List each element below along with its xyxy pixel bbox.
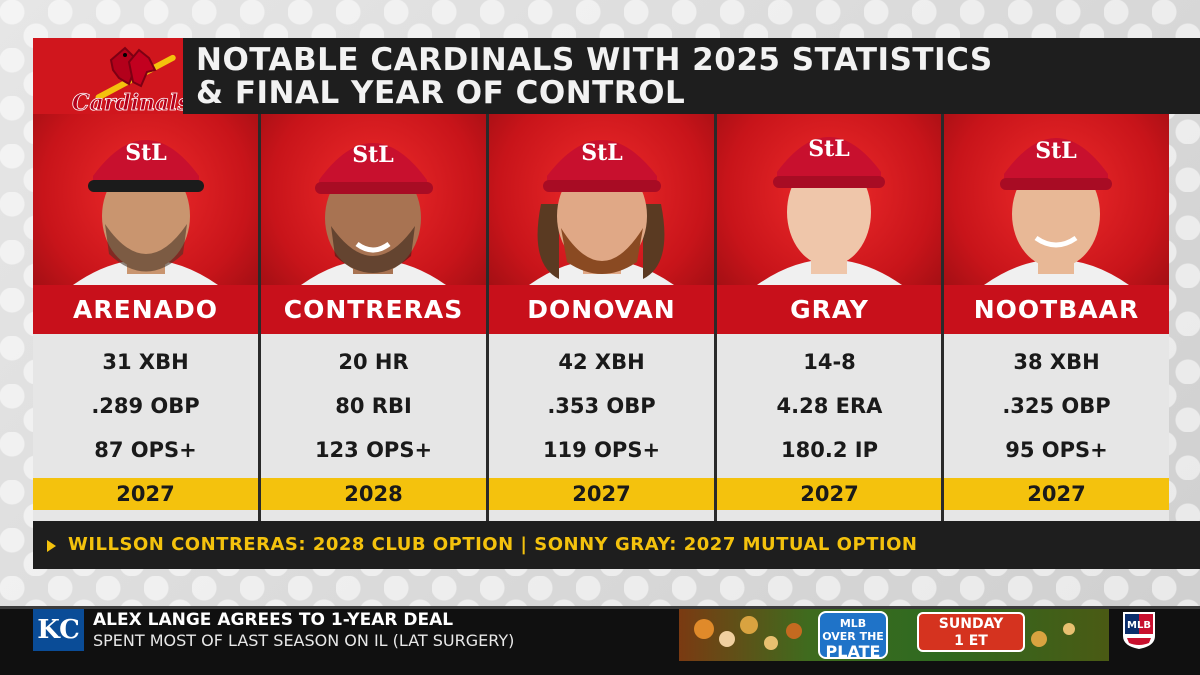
- svg-text:StL: StL: [808, 136, 850, 162]
- promo-day: SUNDAY: [938, 616, 1004, 632]
- player-stat: 20 HR: [338, 350, 409, 374]
- cardinals-logo: Cardinals: [33, 38, 183, 116]
- svg-text:StL: StL: [581, 140, 623, 166]
- player-card-nootbaar: StL NOOTBAAR 38 XBH .325 OBP 95 OPS+ 202…: [944, 114, 1169, 521]
- player-stat: 38 XBH: [1013, 350, 1100, 374]
- player-photo: StL: [489, 114, 714, 285]
- promo-time-badge: SUNDAY 1 ET: [917, 612, 1025, 652]
- card-divider: [486, 114, 489, 521]
- player-photo: StL: [717, 114, 942, 285]
- note-bar: [33, 521, 1200, 569]
- final-year-of-control: 2027: [33, 478, 258, 510]
- svg-text:StL: StL: [352, 142, 394, 168]
- player-stat: 4.28 ERA: [776, 394, 883, 418]
- otp-small: MLB: [839, 617, 867, 630]
- player-stat: 95 OPS+: [1005, 438, 1108, 462]
- player-card-contreras: StL CONTRERAS 20 HR 80 RBI 123 OPS+ 2028: [261, 114, 486, 521]
- player-name: GRAY: [717, 285, 942, 334]
- player-photo: StL: [33, 114, 258, 285]
- player-card-donovan: StL DONOVAN 42 XBH .353 OBP 119 OPS+ 202…: [489, 114, 714, 521]
- player-card-arenado: StL ARENADO 31 XBH .289 OBP 87 OPS+ 2027: [33, 114, 258, 521]
- final-year-of-control: 2027: [489, 478, 714, 510]
- player-stat: .289 OBP: [91, 394, 200, 418]
- final-year-of-control: 2027: [944, 478, 1169, 510]
- player-card-gray: StL GRAY 14-8 4.28 ERA 180.2 IP 2027: [717, 114, 942, 521]
- player-stat: 42 XBH: [558, 350, 645, 374]
- player-photo: StL: [944, 114, 1169, 285]
- player-name: DONOVAN: [489, 285, 714, 334]
- player-name: ARENADO: [33, 285, 258, 334]
- ticker-headline: ALEX LANGE AGREES TO 1-YEAR DEAL: [93, 610, 454, 630]
- final-year-of-control: 2027: [717, 478, 942, 510]
- player-stat: 80 RBI: [335, 394, 412, 418]
- player-photo: StL: [261, 114, 486, 285]
- player-stat: 87 OPS+: [94, 438, 197, 462]
- final-year-of-control: 2028: [261, 478, 486, 510]
- player-name: NOOTBAAR: [944, 285, 1169, 334]
- card-divider: [714, 114, 717, 521]
- title-line-1: Notable Cardinals with 2025 Statistics: [196, 42, 993, 78]
- player-stat: 123 OPS+: [314, 438, 433, 462]
- play-arrow-icon: [47, 540, 56, 552]
- title-line-2: & Final Year of Control: [196, 75, 686, 111]
- ticker-divider: [0, 606, 1200, 609]
- svg-text:MLB: MLB: [1127, 620, 1151, 631]
- otp-line2: PLATE: [825, 642, 881, 661]
- card-divider: [941, 114, 944, 521]
- player-cards: StL ARENADO 31 XBH .289 OBP 87 OPS+ 2027…: [33, 114, 1169, 521]
- player-stat: 119 OPS+: [542, 438, 661, 462]
- ticker-subline: SPENT MOST OF LAST SEASON ON IL (LAT SUR…: [93, 631, 515, 650]
- svg-text:Cardinals: Cardinals: [72, 90, 183, 116]
- header-bar: [33, 38, 1200, 114]
- card-divider: [258, 114, 261, 521]
- player-stat: 31 XBH: [102, 350, 189, 374]
- option-note: WILLSON CONTRERAS: 2028 CLUB OPTION | SO…: [68, 534, 918, 555]
- otp-line1: OVER THE: [822, 630, 884, 643]
- player-stat: 14-8: [803, 350, 856, 374]
- royals-logo: KC: [33, 609, 84, 651]
- player-stat: .353 OBP: [547, 394, 656, 418]
- promo-time: 1 ET: [954, 633, 988, 649]
- player-name: CONTRERAS: [261, 285, 486, 334]
- promo-banner: [679, 609, 1109, 661]
- svg-text:StL: StL: [1035, 138, 1077, 164]
- svg-text:StL: StL: [125, 140, 167, 166]
- mlb-network-logo: MLB: [1119, 610, 1159, 650]
- player-stat: .325 OBP: [1002, 394, 1111, 418]
- page-title: Notable Cardinals with 2025 Statistics &…: [196, 44, 1096, 110]
- player-stat: 180.2 IP: [781, 438, 878, 462]
- over-the-plate-logo: MLB OVER THE PLATE: [818, 611, 888, 661]
